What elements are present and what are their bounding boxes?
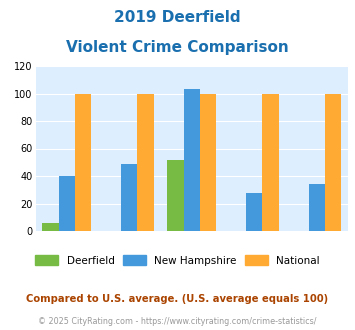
Bar — [59, 176, 75, 231]
Text: © 2025 CityRating.com - https://www.cityrating.com/crime-statistics/: © 2025 CityRating.com - https://www.city… — [38, 317, 317, 326]
Legend: Deerfield, New Hampshire, National: Deerfield, New Hampshire, National — [32, 252, 323, 269]
Bar — [42, 223, 59, 231]
Bar — [308, 184, 325, 231]
Text: Compared to U.S. average. (U.S. average equals 100): Compared to U.S. average. (U.S. average … — [26, 294, 329, 304]
Bar — [200, 93, 216, 231]
Bar — [325, 93, 341, 231]
Bar — [246, 192, 262, 231]
Bar — [184, 89, 200, 231]
Text: Violent Crime Comparison: Violent Crime Comparison — [66, 40, 289, 54]
Bar — [75, 93, 91, 231]
Bar — [137, 93, 154, 231]
Bar — [262, 93, 279, 231]
Text: 2019 Deerfield: 2019 Deerfield — [114, 10, 241, 25]
Bar — [121, 164, 137, 231]
Bar — [167, 159, 184, 231]
